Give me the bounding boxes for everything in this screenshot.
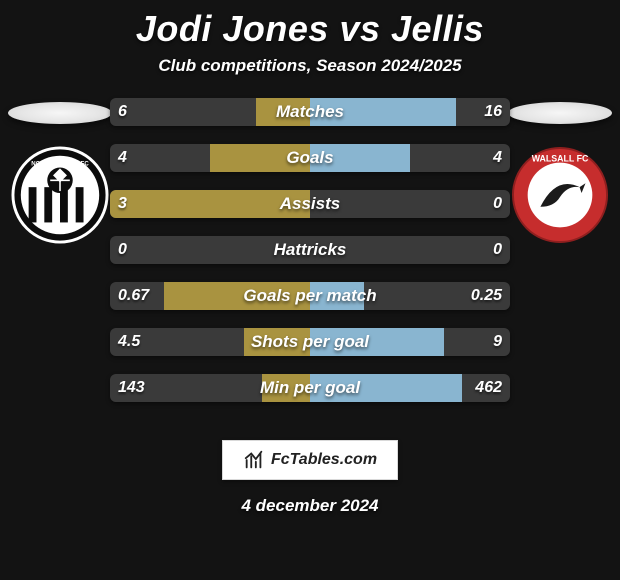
stat-value-left: 0.67 — [110, 282, 157, 310]
stat-row: 00Hattricks — [110, 236, 510, 264]
stat-value-right: 462 — [467, 374, 510, 402]
stat-value-right: 16 — [476, 98, 510, 126]
player-left-avatar-placeholder — [8, 102, 112, 124]
stat-row: 616Matches — [110, 98, 510, 126]
fctables-logo-icon — [243, 449, 265, 471]
svg-text:WALSALL FC: WALSALL FC — [532, 154, 589, 164]
stat-row: 44Goals — [110, 144, 510, 172]
club-badge-left: NOTTS COUNTY FC — [11, 146, 109, 244]
stat-row: 0.670.25Goals per match — [110, 282, 510, 310]
svg-text:NOTTS COUNTY FC: NOTTS COUNTY FC — [31, 162, 89, 168]
stat-value-right: 4 — [485, 144, 510, 172]
player-right-col: WALSALL FC — [500, 98, 620, 244]
stat-value-left: 6 — [110, 98, 135, 126]
brand-badge[interactable]: FcTables.com — [222, 440, 398, 480]
stat-value-right: 0 — [485, 236, 510, 264]
stat-row: 4.59Shots per goal — [110, 328, 510, 356]
comparison-area: NOTTS COUNTY FC WALSALL FC 616Matches44G… — [0, 98, 620, 428]
subtitle: Club competitions, Season 2024/2025 — [0, 56, 620, 76]
page-title: Jodi Jones vs Jellis — [0, 0, 620, 50]
stat-row: 30Assists — [110, 190, 510, 218]
player-left-col: NOTTS COUNTY FC — [0, 98, 120, 244]
brand-text: FcTables.com — [271, 451, 377, 469]
stat-value-left: 3 — [110, 190, 135, 218]
stat-value-left: 4 — [110, 144, 135, 172]
snapshot-date: 4 december 2024 — [0, 496, 620, 516]
club-badge-right: WALSALL FC — [511, 146, 609, 244]
stat-bars: 616Matches44Goals30Assists00Hattricks0.6… — [110, 98, 510, 420]
stat-value-right: 0.25 — [463, 282, 510, 310]
player-right-avatar-placeholder — [508, 102, 612, 124]
notts-county-badge-icon: NOTTS COUNTY FC — [11, 146, 109, 244]
stat-value-left: 0 — [110, 236, 135, 264]
stat-value-left: 4.5 — [110, 328, 148, 356]
walsall-badge-icon: WALSALL FC — [511, 146, 609, 244]
stat-value-right: 9 — [485, 328, 510, 356]
stat-value-right: 0 — [485, 190, 510, 218]
stat-value-left: 143 — [110, 374, 153, 402]
stat-row: 143462Min per goal — [110, 374, 510, 402]
